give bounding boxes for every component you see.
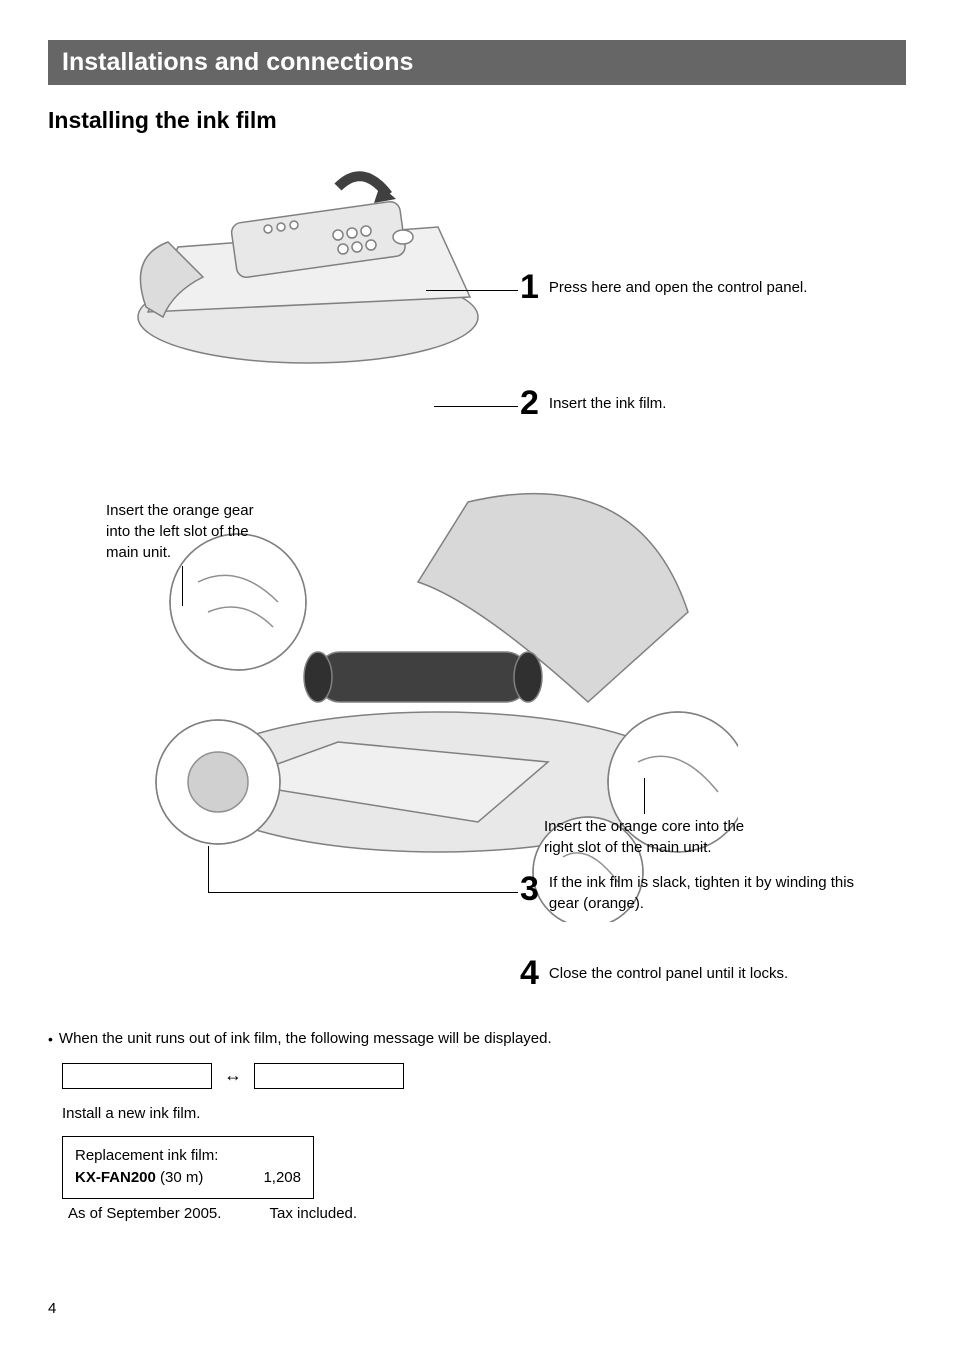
lcd-box-2 — [254, 1063, 404, 1089]
step-3: 3 If the ink film is slack, tighten it b… — [520, 872, 869, 914]
step-1-text: Press here and open the control panel. — [549, 277, 808, 298]
out-of-ink-text: When the unit runs out of ink film, the … — [59, 1028, 552, 1051]
out-of-ink-note: • When the unit runs out of ink film, th… — [48, 1028, 906, 1051]
page-number: 4 — [48, 1300, 56, 1317]
footnote-date: As of September 2005. — [68, 1205, 221, 1222]
double-arrow-icon: ↔ — [224, 1065, 242, 1086]
footnote-tax: Tax included. — [270, 1205, 358, 1222]
step-4-text: Close the control panel until it locks. — [549, 963, 788, 984]
chapter-title-bar: Installations and connections — [48, 40, 906, 85]
replacement-length: (30 m) — [160, 1169, 203, 1186]
step-4-number: 4 — [520, 956, 539, 990]
section-title: Installing the ink film — [48, 107, 906, 134]
step-2-text: Insert the ink film. — [549, 393, 667, 414]
step-4: 4 Close the control panel until it locks… — [520, 956, 788, 990]
lcd-box-1 — [62, 1063, 212, 1089]
step-2: 2 Insert the ink film. — [520, 386, 666, 420]
install-instruction: Install a new ink film. — [62, 1105, 906, 1122]
step-1: 1 Press here and open the control panel. — [520, 270, 807, 304]
callout-right-core: Insert the orange core into the right sl… — [544, 816, 754, 858]
replacement-price: 1,208 — [263, 1167, 301, 1190]
lcd-message-row: ↔ — [62, 1063, 906, 1089]
step-3-text: If the ink film is slack, tighten it by … — [549, 872, 869, 914]
step-2-number: 2 — [520, 386, 539, 420]
replacement-ink-box: Replacement ink film: KX-FAN200 (30 m) 1… — [62, 1136, 314, 1199]
replacement-model: KX-FAN200 — [75, 1169, 156, 1186]
step-3-number: 3 — [520, 872, 539, 906]
diagram-area: 1 Press here and open the control panel. — [48, 152, 906, 1022]
footnote: As of September 2005. Tax included. — [68, 1205, 906, 1222]
fax-top-illustration — [118, 157, 488, 377]
callout-left-gear: Insert the orange gear into the left slo… — [106, 500, 281, 563]
replacement-label: Replacement ink film: — [75, 1145, 301, 1168]
step-1-number: 1 — [520, 270, 539, 304]
bullet-icon: • — [48, 1028, 53, 1050]
